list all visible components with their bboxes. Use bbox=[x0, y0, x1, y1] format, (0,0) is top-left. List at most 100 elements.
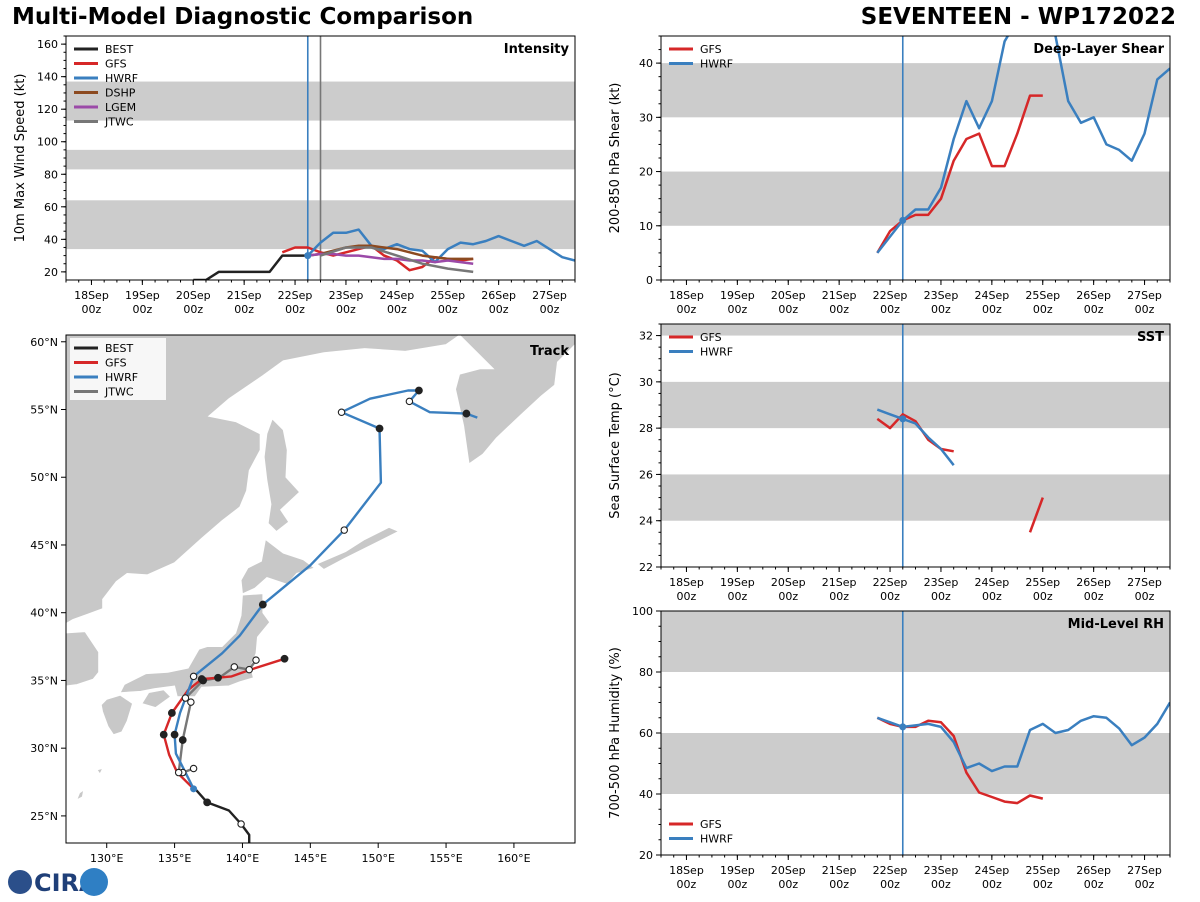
storm-title: SEVENTEEN - WP172022 bbox=[860, 4, 1176, 30]
y-tick-label: 40°N bbox=[30, 607, 58, 620]
legend-label-best: BEST bbox=[105, 342, 133, 355]
land-mass-11 bbox=[57, 701, 65, 705]
track-point-open bbox=[340, 526, 349, 534]
x-tick-label: 155°E bbox=[429, 852, 462, 865]
x-tick-label-date: 22Sep bbox=[873, 576, 908, 589]
panel-track: 130°E 135°E 140°E 145°E 150°E 155°E 160°E 25°N 3… bbox=[30, 334, 576, 865]
panel-title: SST bbox=[1137, 330, 1164, 345]
page-title: Multi-Model Diagnostic Comparison bbox=[12, 4, 474, 30]
x-tick-label-date: 26Sep bbox=[481, 289, 516, 302]
x-tick-label-hour: 00z bbox=[438, 303, 458, 316]
y-tick-label: 50°N bbox=[30, 471, 58, 484]
x-tick-label-hour: 00z bbox=[727, 590, 747, 603]
land-mass-2 bbox=[455, 335, 575, 465]
y-tick-label: 80 bbox=[639, 666, 653, 679]
x-tick-label-hour: 00z bbox=[183, 303, 203, 316]
x-tick-label-hour: 00z bbox=[1033, 590, 1053, 603]
x-tick-label-date: 23Sep bbox=[924, 289, 959, 302]
panel-shear: 01020304018Sep00z19Sep00z20Sep00z21Sep00… bbox=[608, 35, 1171, 316]
track-point-filled bbox=[462, 409, 471, 418]
y-tick-label: 20 bbox=[44, 266, 58, 279]
track-point-open bbox=[174, 768, 183, 777]
land-mass-9 bbox=[76, 789, 85, 801]
x-tick-label-date: 27Sep bbox=[532, 289, 567, 302]
track-point-open bbox=[405, 397, 414, 406]
series-line-hwrf bbox=[306, 228, 575, 264]
x-tick-label: 145°E bbox=[294, 852, 327, 865]
x-tick-label-date: 18Sep bbox=[74, 289, 109, 302]
x-tick-label: 140°E bbox=[226, 852, 259, 865]
legend-label-hwrf: HWRF bbox=[105, 72, 138, 85]
x-tick-label-date: 18Sep bbox=[669, 576, 704, 589]
legend-label-hwrf: HWRF bbox=[700, 833, 733, 846]
track-point-open bbox=[189, 764, 198, 773]
x-tick-label-hour: 00z bbox=[1033, 303, 1053, 316]
y-tick-label: 100 bbox=[632, 605, 653, 618]
x-tick-label-hour: 00z bbox=[727, 303, 747, 316]
series-line-hwrf bbox=[876, 701, 1170, 773]
land-mass-1 bbox=[66, 631, 99, 687]
series-line-hwrf bbox=[876, 408, 955, 466]
x-tick-label-hour: 00z bbox=[880, 878, 900, 891]
x-tick-label-hour: 00z bbox=[727, 878, 747, 891]
track-point-open bbox=[187, 698, 195, 706]
current-point-marker bbox=[899, 216, 907, 224]
land-mass-10 bbox=[96, 767, 104, 775]
y-tick-label: 30°N bbox=[30, 742, 58, 755]
x-tick-label-hour: 00z bbox=[285, 303, 305, 316]
track-point-filled bbox=[170, 730, 179, 739]
x-tick-label-hour: 00z bbox=[1084, 590, 1104, 603]
track-point-filled bbox=[415, 386, 423, 395]
x-tick-label-date: 25Sep bbox=[1025, 576, 1060, 589]
threshold-band-1 bbox=[661, 611, 1170, 672]
x-tick-label-date: 24Sep bbox=[974, 864, 1009, 877]
current-position-marker bbox=[190, 785, 198, 793]
logo-mark: CIRA bbox=[8, 868, 108, 897]
x-tick-label-hour: 00z bbox=[489, 303, 509, 316]
track-point-open bbox=[230, 663, 239, 671]
x-tick-label-date: 25Sep bbox=[1025, 289, 1060, 302]
x-tick-label-hour: 00z bbox=[132, 303, 152, 316]
threshold-band-0 bbox=[661, 474, 1170, 521]
legend-label-hwrf: HWRF bbox=[700, 58, 733, 71]
legend-label-gfs: GFS bbox=[105, 357, 127, 370]
track-point-filled bbox=[258, 600, 267, 609]
x-tick-label-date: 26Sep bbox=[1076, 289, 1111, 302]
y-axis-label: 700-500 hPa Humidity (%) bbox=[608, 647, 623, 819]
x-tick-label-date: 20Sep bbox=[771, 576, 806, 589]
current-point-marker bbox=[899, 415, 907, 423]
threshold-band-1 bbox=[661, 63, 1170, 118]
track-point-filled bbox=[167, 709, 176, 717]
logo-badge-icon bbox=[80, 868, 108, 896]
y-tick-label: 60 bbox=[639, 727, 653, 740]
x-tick-label-date: 23Sep bbox=[329, 289, 364, 302]
x-tick-label-hour: 00z bbox=[931, 878, 951, 891]
x-tick-label-hour: 00z bbox=[982, 303, 1002, 316]
x-tick-label-date: 23Sep bbox=[924, 576, 959, 589]
y-tick-label: 30 bbox=[639, 111, 653, 124]
legend-label-hwrf: HWRF bbox=[700, 346, 733, 359]
y-tick-label: 20 bbox=[639, 166, 653, 179]
y-tick-label: 160 bbox=[37, 38, 58, 51]
legend-label-gfs: GFS bbox=[700, 818, 722, 831]
x-tick-label-date: 22Sep bbox=[278, 289, 313, 302]
x-tick-label: 135°E bbox=[158, 852, 191, 865]
x-tick-label-hour: 00z bbox=[880, 303, 900, 316]
x-tick-label: 130°E bbox=[90, 852, 123, 865]
x-tick-label-date: 19Sep bbox=[720, 289, 755, 302]
track-point-open bbox=[181, 694, 190, 702]
track-point-filled bbox=[203, 798, 212, 807]
current-point-marker bbox=[899, 723, 907, 731]
y-tick-label: 45°N bbox=[30, 539, 58, 552]
x-tick-label-date: 26Sep bbox=[1076, 576, 1111, 589]
track-point-open bbox=[252, 656, 260, 664]
cira-logo: CIRA bbox=[4, 866, 114, 898]
track-point-open bbox=[189, 672, 198, 681]
panel-title: Track bbox=[530, 344, 569, 359]
x-tick-label-date: 25Sep bbox=[430, 289, 465, 302]
legend-label-jtwc: JTWC bbox=[104, 116, 134, 129]
x-tick-label-hour: 00z bbox=[234, 303, 254, 316]
y-tick-label: 26 bbox=[639, 468, 653, 481]
legend-label-gfs: GFS bbox=[700, 43, 722, 56]
